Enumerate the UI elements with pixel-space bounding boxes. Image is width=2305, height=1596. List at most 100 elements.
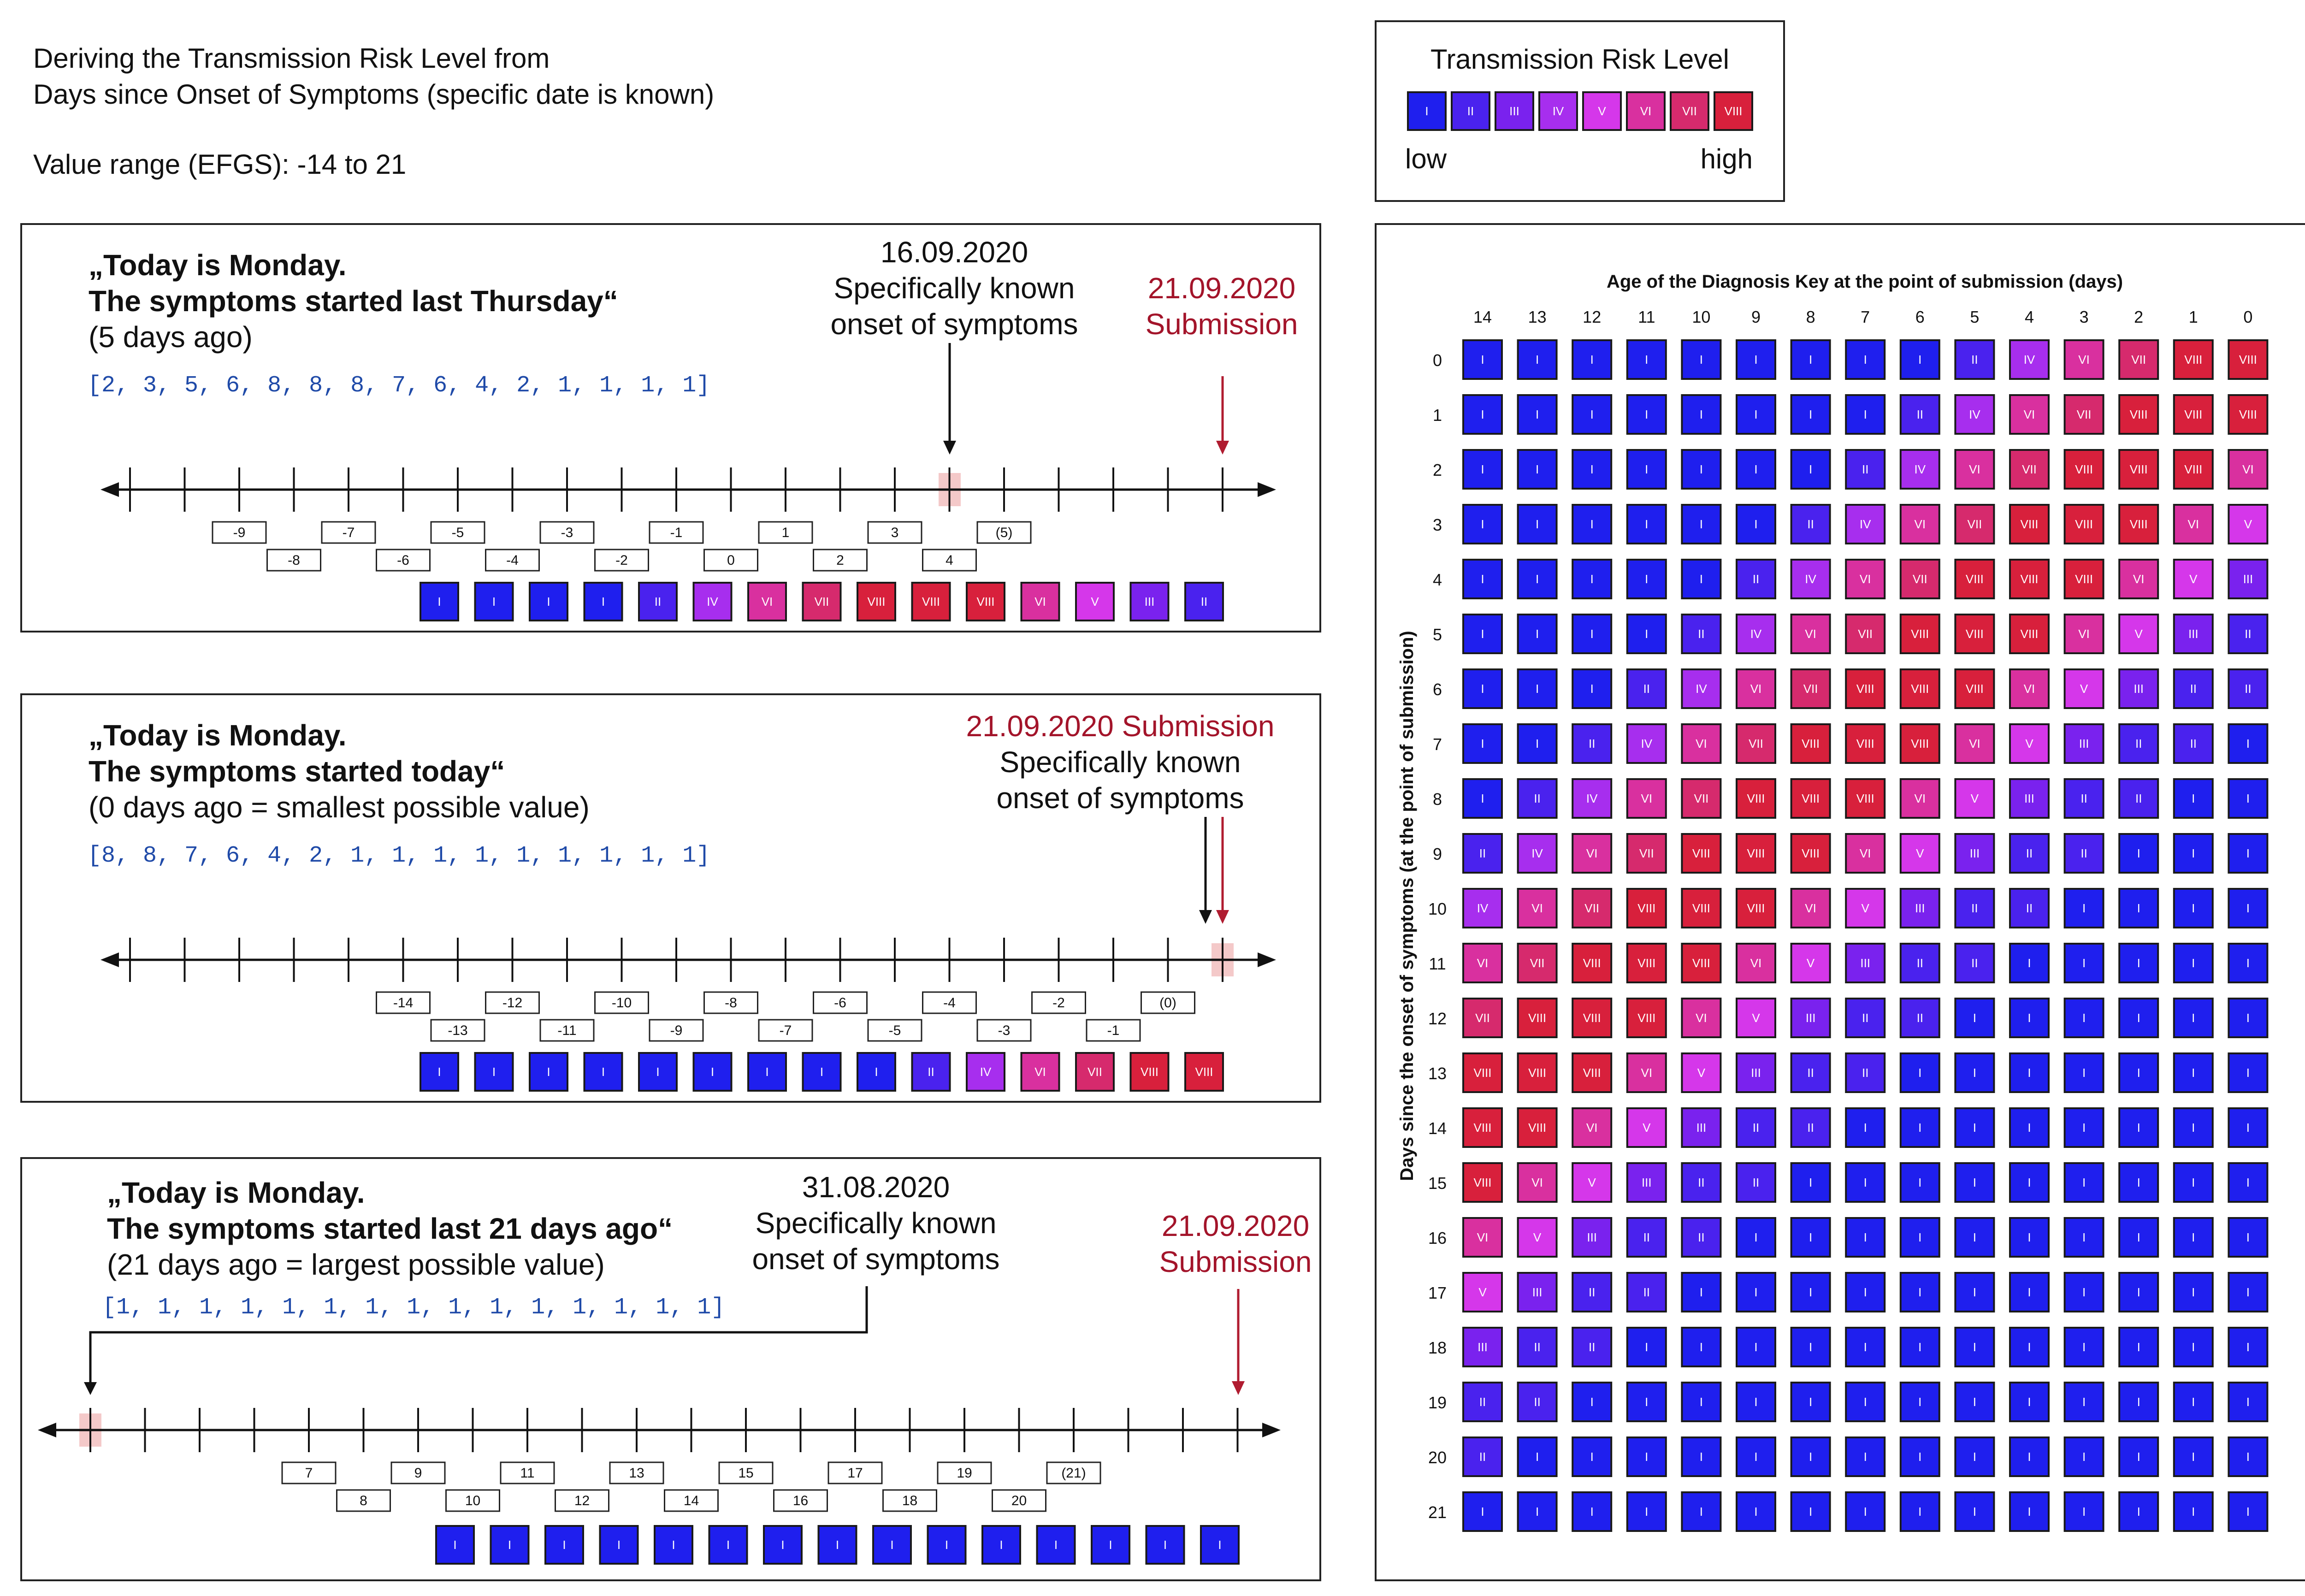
scenario-2-tick-label: -14 <box>393 995 413 1011</box>
matrix-cell <box>1899 1491 1940 1532</box>
matrix-cell-label: I <box>1809 1450 1812 1464</box>
matrix-cell-label: VI <box>1750 956 1762 970</box>
matrix-col-label: 10 <box>1692 307 1710 326</box>
matrix-cell <box>2009 1272 2050 1312</box>
matrix-cell <box>2063 394 2104 435</box>
matrix-cell-label: VI <box>2078 353 2090 366</box>
matrix-cell-label: I <box>2137 901 2140 915</box>
matrix-cell <box>2009 1327 2050 1367</box>
scenario-2-risk-box-label: VII <box>1087 1065 1102 1079</box>
scenario-3-tick-label-box <box>281 1461 337 1484</box>
matrix-cell <box>1517 1272 1558 1312</box>
matrix-cell <box>1626 1162 1667 1203</box>
matrix-cell-label: I <box>1973 1121 1976 1135</box>
matrix-cell <box>2063 504 2104 544</box>
matrix-cell-label: I <box>1809 1230 1812 1244</box>
matrix-cell <box>1954 1052 1995 1093</box>
matrix-cell <box>1899 1327 1940 1367</box>
scenario-1-tick-label: -2 <box>615 553 628 568</box>
matrix-cell <box>1626 1382 1667 1422</box>
matrix-cell-label: I <box>1864 1176 1867 1189</box>
matrix-cell <box>1899 339 1940 380</box>
matrix-cell <box>1954 833 1995 874</box>
matrix-cell <box>1899 1107 1940 1148</box>
matrix-cell <box>1954 504 1995 544</box>
matrix-cell <box>1462 1382 1503 1422</box>
matrix-cell <box>1626 449 1667 490</box>
matrix-row-label: 5 <box>1433 625 1442 644</box>
scenario-2-risk-box-label: I <box>875 1065 878 1079</box>
matrix-cell-label: I <box>2192 1011 2195 1025</box>
matrix-cell <box>1517 1162 1558 1203</box>
matrix-cell <box>1954 1162 1995 1203</box>
scenario-3-tick-label: 9 <box>414 1466 422 1481</box>
scenario-1-tick-label-box <box>212 521 267 544</box>
matrix-cell <box>2118 1107 2159 1148</box>
matrix-col-label: 1 <box>2189 307 2198 326</box>
matrix-cell-label: VIII <box>1528 1066 1546 1080</box>
scenario-1-risk-box <box>583 582 623 621</box>
matrix-cell-label: II <box>1753 1176 1759 1189</box>
matrix-cell <box>2118 449 2159 490</box>
matrix-cell <box>1517 778 1558 819</box>
matrix-cell <box>1954 998 1995 1038</box>
matrix-cell-label: I <box>1645 462 1648 476</box>
matrix-cell-label: II <box>1862 1011 1868 1025</box>
matrix-cell <box>2228 1436 2269 1477</box>
matrix-cell-label: VIII <box>2239 408 2257 421</box>
legend-swatch-3 <box>1495 91 1534 131</box>
matrix-col-label: 3 <box>2080 307 2089 326</box>
scenario-3-tick-label-box <box>827 1461 883 1484</box>
matrix-cell-label: I <box>1590 353 1594 366</box>
matrix-cell <box>1572 833 1613 874</box>
scenario-3-risk-box <box>544 1525 584 1565</box>
matrix-cell-label: I <box>1754 1340 1757 1354</box>
scenario-3-risk-box-label: I <box>617 1538 621 1552</box>
matrix-cell-label: I <box>1645 1340 1648 1354</box>
matrix-cell <box>1572 559 1613 599</box>
matrix-cell-label: I <box>1809 1285 1812 1299</box>
matrix-cell <box>1462 1272 1503 1312</box>
scenario-3-risk-box <box>708 1525 748 1565</box>
scenario-3-tick-label: 20 <box>1011 1493 1027 1508</box>
matrix-cell-label: I <box>1590 627 1594 641</box>
matrix-cell <box>1572 1327 1613 1367</box>
matrix-cell-label: II <box>2135 737 2142 751</box>
matrix-cell-label: I <box>2246 956 2250 970</box>
matrix-cell-label: V <box>2189 572 2198 586</box>
scenario-3-quote-line-1: „Today is Monday. <box>107 1176 365 1209</box>
scenario-3-risk-box-label: I <box>945 1538 948 1552</box>
matrix-cell-label: VI <box>1860 846 1871 860</box>
matrix-cell <box>2009 778 2050 819</box>
scenario-2-tick-label-box <box>485 991 540 1014</box>
matrix-cell-label: VII <box>2077 408 2092 421</box>
matrix-cell-label: II <box>1917 956 1923 970</box>
matrix-col-label: 14 <box>1473 307 1492 326</box>
matrix-cell <box>2173 943 2214 983</box>
matrix-cell-label: V <box>1588 1176 1596 1189</box>
matrix-cell-label: II <box>2080 846 2087 860</box>
matrix-cell-label: IV <box>1805 572 1816 586</box>
matrix-cell <box>2063 1107 2104 1148</box>
matrix-cell-label: VIII <box>1802 846 1820 860</box>
matrix-cell <box>1572 888 1613 928</box>
scenario-1-risk-box-label: I <box>547 595 550 609</box>
matrix-cell <box>1790 394 1831 435</box>
matrix-cell <box>1954 339 1995 380</box>
matrix-cell <box>2173 998 2214 1038</box>
scenario-2-risk-box-label: IV <box>980 1065 992 1079</box>
scenario-3-tick-label: 14 <box>684 1493 699 1508</box>
matrix-cell-label: VII <box>2131 353 2146 366</box>
matrix-cell-label: I <box>1973 1395 1976 1409</box>
matrix-cell <box>1462 833 1503 874</box>
scenario-3-onset-arrow-path <box>89 1286 868 1383</box>
matrix-cell-label: IV <box>1531 846 1543 860</box>
scenario-3-risk-box <box>490 1525 530 1565</box>
matrix-cell <box>1790 1272 1831 1312</box>
scenario-2-risk-box <box>966 1052 1005 1092</box>
matrix-cell <box>2063 339 2104 380</box>
scenario-1-tick-label: 0 <box>727 553 735 568</box>
matrix-cell-label: VII <box>1913 572 1927 586</box>
matrix-cell-label: I <box>2192 1285 2195 1299</box>
scenario-3-tick-label-box <box>609 1461 664 1484</box>
